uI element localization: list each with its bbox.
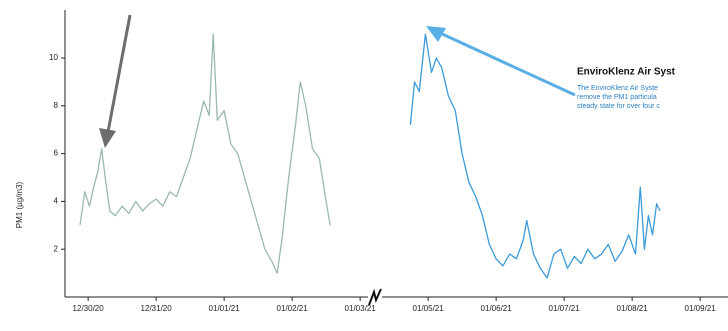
y-tick-label: 8 <box>54 101 59 110</box>
annotation-line: steady state for over four c <box>577 103 660 110</box>
axis-break <box>368 288 382 306</box>
y-tick-label: 10 <box>49 53 58 62</box>
series-line <box>409 33 661 279</box>
gray-arrow <box>99 14 132 148</box>
x-tick-label: 12/31/20 <box>141 304 173 313</box>
x-tick-label: 01/01/21 <box>209 304 241 313</box>
annotation-title: EnviroKlenz Air Syst <box>577 67 676 78</box>
blue-arrow <box>426 26 576 97</box>
x-tick-label: 01/06/21 <box>481 304 513 313</box>
annotation: EnviroKlenz Air Syst The EnviroKlenz Air… <box>577 67 676 110</box>
x-tick-label: 01/02/21 <box>277 304 309 313</box>
annotation-line: The EnviroKlenz Air Syste <box>577 85 658 92</box>
annotation-line: remove the PM1 particula <box>577 94 657 101</box>
y-axis-label: PM1 (µg/m3) <box>15 181 24 228</box>
y-tick-label: 4 <box>54 197 59 206</box>
x-tick-label: 01/05/21 <box>413 304 445 313</box>
x-tick-label: 01/03/21 <box>345 304 377 313</box>
y-tick-label: 6 <box>54 149 59 158</box>
x-tick-label: 01/09/21 <box>685 304 717 313</box>
x-tick-label: 01/08/21 <box>617 304 649 313</box>
x-tick-label: 12/30/20 <box>73 304 105 313</box>
series-line <box>79 33 331 274</box>
x-tick-label: 01/07/21 <box>549 304 581 313</box>
y-tick-label: 2 <box>54 244 59 253</box>
